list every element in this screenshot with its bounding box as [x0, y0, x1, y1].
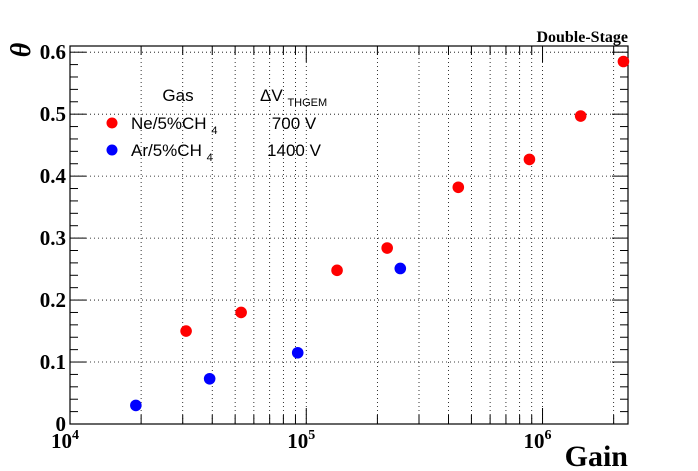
x-tick-label-exponent: 6: [545, 428, 552, 443]
axis-ticks: [69, 46, 628, 425]
data-points: [130, 55, 630, 412]
legend-marker-ar: [106, 144, 118, 156]
legend-header-dv-sub: THGEM: [287, 97, 327, 109]
x-tick-label-base: 10: [51, 429, 72, 453]
ne-data-point: [617, 55, 630, 68]
legend-label-ne-main: Ne/5%CH: [131, 114, 207, 133]
y-tick-label: 0.6: [40, 40, 66, 64]
chart-title: Double-Stage: [536, 29, 628, 46]
ne-data-point: [452, 181, 465, 194]
y-tick-label: 0.5: [40, 102, 66, 126]
legend-header-dv-main: ΔV: [260, 86, 283, 105]
legend-dv-ne: 700 V: [272, 114, 317, 133]
legend-marker-ne: [106, 117, 118, 129]
ne-data-point: [381, 242, 393, 254]
plot-frame: [69, 45, 629, 425]
legend-label-ar-main: Ar/5%CH: [131, 141, 202, 160]
ne-data-point: [574, 110, 587, 122]
legend-header-gas: Gas: [162, 86, 193, 105]
legend-label-ar: Ar/5%CH 4: [131, 141, 213, 164]
legend-dv-ar: 1400 V: [267, 141, 322, 160]
ar-data-point: [394, 262, 407, 275]
y-tick-label: 0.2: [40, 288, 66, 312]
x-tick-label-exponent: 4: [72, 428, 79, 443]
x-tick-label: 104: [51, 428, 79, 453]
legend-label-ar-sub: 4: [207, 152, 213, 164]
axes: [69, 45, 629, 425]
y-tick-label: 0.1: [40, 350, 66, 374]
ne-data-point: [180, 325, 192, 337]
y-axis-label: θ: [6, 42, 37, 57]
y-tick-label: 0.4: [40, 164, 67, 188]
y-tick-label: 0: [56, 412, 67, 436]
legend: Gas ΔV THGEM Ne/5%CH 4 700 V Ar/5%CH 4 1…: [106, 86, 327, 164]
x-tick-label-base: 10: [287, 429, 308, 453]
x-tick-label: 105: [287, 428, 315, 453]
x-tick-label: 106: [524, 428, 552, 453]
ne-data-point: [331, 264, 343, 277]
ar-data-point: [130, 399, 142, 412]
ar-data-point: [291, 346, 304, 359]
legend-header-dv: ΔV THGEM: [260, 86, 327, 109]
legend-label-ne-sub: 4: [211, 125, 217, 137]
ne-data-point: [235, 306, 247, 319]
legend-label-ne: Ne/5%CH 4: [131, 114, 217, 137]
ne-data-point: [523, 153, 536, 166]
x-tick-label-base: 10: [524, 429, 545, 453]
grid-lines: [70, 46, 628, 424]
x-axis-label: Gain: [565, 440, 629, 471]
x-tick-label-exponent: 5: [308, 428, 315, 443]
ar-data-point: [203, 372, 216, 385]
y-tick-label: 0.3: [40, 226, 66, 250]
